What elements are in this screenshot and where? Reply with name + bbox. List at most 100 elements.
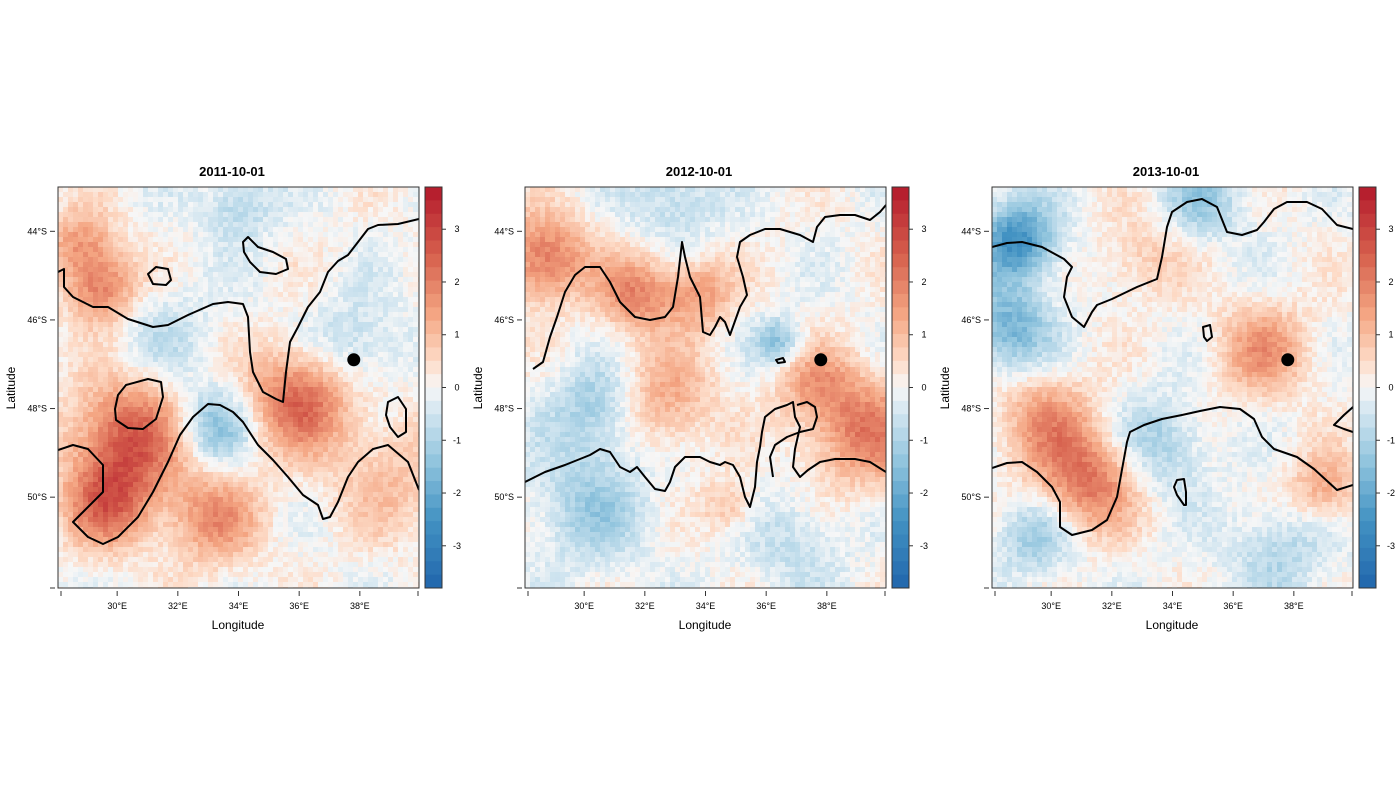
anomaly-cell: [258, 277, 264, 283]
anomaly-cell: [113, 512, 119, 518]
anomaly-cell: [98, 317, 104, 323]
anomaly-cell: [128, 202, 134, 208]
anomaly-cell: [253, 422, 259, 428]
anomaly-cell: [373, 342, 379, 348]
anomaly-cell: [288, 407, 294, 413]
anomaly-cell: [268, 497, 274, 503]
anomaly-cell: [328, 277, 334, 283]
anomaly-cell: [328, 327, 334, 333]
anomaly-cell: [178, 517, 184, 523]
anomaly-cell: [103, 347, 109, 353]
anomaly-cell: [163, 262, 169, 268]
anomaly-cell: [218, 367, 224, 373]
anomaly-cell: [278, 447, 284, 453]
anomaly-cell: [348, 202, 354, 208]
anomaly-cell: [413, 507, 419, 513]
anomaly-cell: [243, 282, 249, 288]
anomaly-cell: [183, 402, 189, 408]
anomaly-cell: [228, 272, 234, 278]
anomaly-cell: [258, 497, 264, 503]
anomaly-cell: [88, 367, 94, 373]
anomaly-cell: [388, 292, 394, 298]
anomaly-cell: [98, 217, 104, 223]
anomaly-cell: [273, 517, 279, 523]
anomaly-cell: [168, 447, 174, 453]
anomaly-cell: [143, 297, 149, 303]
anomaly-cell: [293, 242, 299, 248]
anomaly-cell: [118, 277, 124, 283]
anomaly-cell: [103, 462, 109, 468]
anomaly-cell: [388, 262, 394, 268]
anomaly-cell: [378, 187, 384, 193]
anomaly-cell: [273, 317, 279, 323]
anomaly-cell: [393, 457, 399, 463]
anomaly-cell: [188, 432, 194, 438]
anomaly-cell: [118, 422, 124, 428]
anomaly-cell: [88, 492, 94, 498]
anomaly-cell: [183, 212, 189, 218]
anomaly-cell: [168, 362, 174, 368]
anomaly-cell: [103, 187, 109, 193]
anomaly-cell: [98, 437, 104, 443]
anomaly-cell: [283, 332, 289, 338]
anomaly-cell: [288, 237, 294, 243]
anomaly-cell: [78, 367, 84, 373]
anomaly-cell: [193, 337, 199, 343]
anomaly-cell: [273, 502, 279, 508]
anomaly-cell: [88, 297, 94, 303]
anomaly-cell: [258, 357, 264, 363]
anomaly-cell: [318, 412, 324, 418]
anomaly-cell: [68, 437, 74, 443]
anomaly-cell: [358, 432, 364, 438]
anomaly-cell: [253, 297, 259, 303]
anomaly-cell: [373, 347, 379, 353]
anomaly-cell: [183, 422, 189, 428]
anomaly-cell: [163, 472, 169, 478]
anomaly-cell: [88, 337, 94, 343]
anomaly-cell: [278, 502, 284, 508]
anomaly-cell: [348, 382, 354, 388]
anomaly-cell: [408, 427, 414, 433]
anomaly-cell: [178, 477, 184, 483]
anomaly-cell: [138, 337, 144, 343]
anomaly-cell: [218, 387, 224, 393]
anomaly-cell: [233, 287, 239, 293]
anomaly-cell: [98, 422, 104, 428]
anomaly-cell: [363, 367, 369, 373]
anomaly-cell: [263, 327, 269, 333]
anomaly-cell: [183, 517, 189, 523]
anomaly-cell: [218, 462, 224, 468]
anomaly-cell: [198, 352, 204, 358]
anomaly-cell: [303, 412, 309, 418]
anomaly-cell: [363, 447, 369, 453]
anomaly-cell: [308, 372, 314, 378]
anomaly-cell: [228, 207, 234, 213]
anomaly-cell: [118, 417, 124, 423]
anomaly-cell: [208, 232, 214, 238]
anomaly-cell: [338, 462, 344, 468]
anomaly-cell: [173, 187, 179, 193]
anomaly-cell: [308, 447, 314, 453]
anomaly-cell: [278, 337, 284, 343]
anomaly-cell: [138, 252, 144, 258]
anomaly-cell: [193, 352, 199, 358]
anomaly-cell: [123, 347, 129, 353]
anomaly-cell: [143, 497, 149, 503]
anomaly-cell: [188, 192, 194, 198]
anomaly-cell: [243, 227, 249, 233]
anomaly-cell: [123, 187, 129, 193]
anomaly-cell: [323, 512, 329, 518]
anomaly-cell: [383, 472, 389, 478]
anomaly-cell: [338, 227, 344, 233]
anomaly-cell: [193, 432, 199, 438]
anomaly-cell: [213, 297, 219, 303]
anomaly-cell: [208, 322, 214, 328]
anomaly-cell: [98, 402, 104, 408]
anomaly-cell: [353, 217, 359, 223]
anomaly-cell: [163, 257, 169, 263]
anomaly-cell: [173, 457, 179, 463]
anomaly-cell: [303, 442, 309, 448]
anomaly-cell: [213, 507, 219, 513]
anomaly-cell: [323, 262, 329, 268]
anomaly-cell: [208, 472, 214, 478]
